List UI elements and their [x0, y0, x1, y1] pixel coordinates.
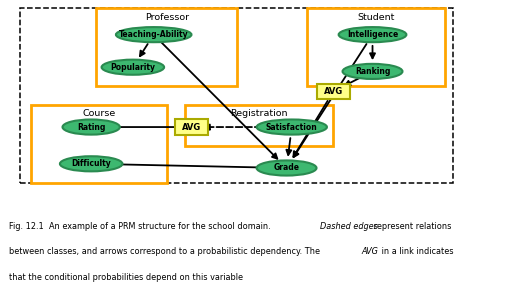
Ellipse shape: [102, 60, 164, 75]
FancyBboxPatch shape: [317, 84, 350, 99]
Ellipse shape: [257, 119, 327, 135]
Text: Fig. 12.1  An example of a PRM structure for the school domain.: Fig. 12.1 An example of a PRM structure …: [9, 222, 274, 231]
Text: Course: Course: [82, 109, 116, 118]
Ellipse shape: [343, 64, 402, 79]
Text: Dashed edges: Dashed edges: [320, 222, 378, 231]
FancyBboxPatch shape: [175, 119, 208, 135]
Text: Professor: Professor: [145, 13, 189, 22]
Text: AVG: AVG: [324, 87, 343, 96]
FancyBboxPatch shape: [96, 8, 237, 86]
FancyBboxPatch shape: [307, 8, 445, 86]
Text: Difficulty: Difficulty: [71, 159, 111, 168]
Ellipse shape: [60, 156, 122, 171]
Text: Satisfaction: Satisfaction: [266, 122, 318, 131]
Ellipse shape: [63, 119, 120, 135]
Ellipse shape: [116, 27, 192, 42]
Text: Popularity: Popularity: [110, 63, 155, 72]
Text: Intelligence: Intelligence: [347, 30, 398, 39]
Text: represent relations: represent relations: [371, 222, 451, 231]
Text: Ranking: Ranking: [355, 67, 390, 76]
Text: that the conditional probabilities depend on this variable: that the conditional probabilities depen…: [9, 273, 243, 282]
Text: Registration: Registration: [230, 109, 288, 118]
Text: AVG: AVG: [182, 122, 201, 131]
Text: Grade: Grade: [274, 164, 300, 172]
FancyBboxPatch shape: [185, 105, 333, 146]
Text: Student: Student: [358, 13, 395, 22]
Ellipse shape: [257, 160, 316, 175]
FancyBboxPatch shape: [31, 105, 167, 183]
Ellipse shape: [339, 27, 406, 42]
Text: Teaching-Ability: Teaching-Ability: [119, 30, 189, 39]
Text: AVG: AVG: [362, 248, 378, 256]
Text: between classes, and arrows correspond to a probabilistic dependency. The: between classes, and arrows correspond t…: [9, 248, 323, 256]
Text: in a link indicates: in a link indicates: [379, 248, 453, 256]
Text: Rating: Rating: [77, 122, 105, 131]
